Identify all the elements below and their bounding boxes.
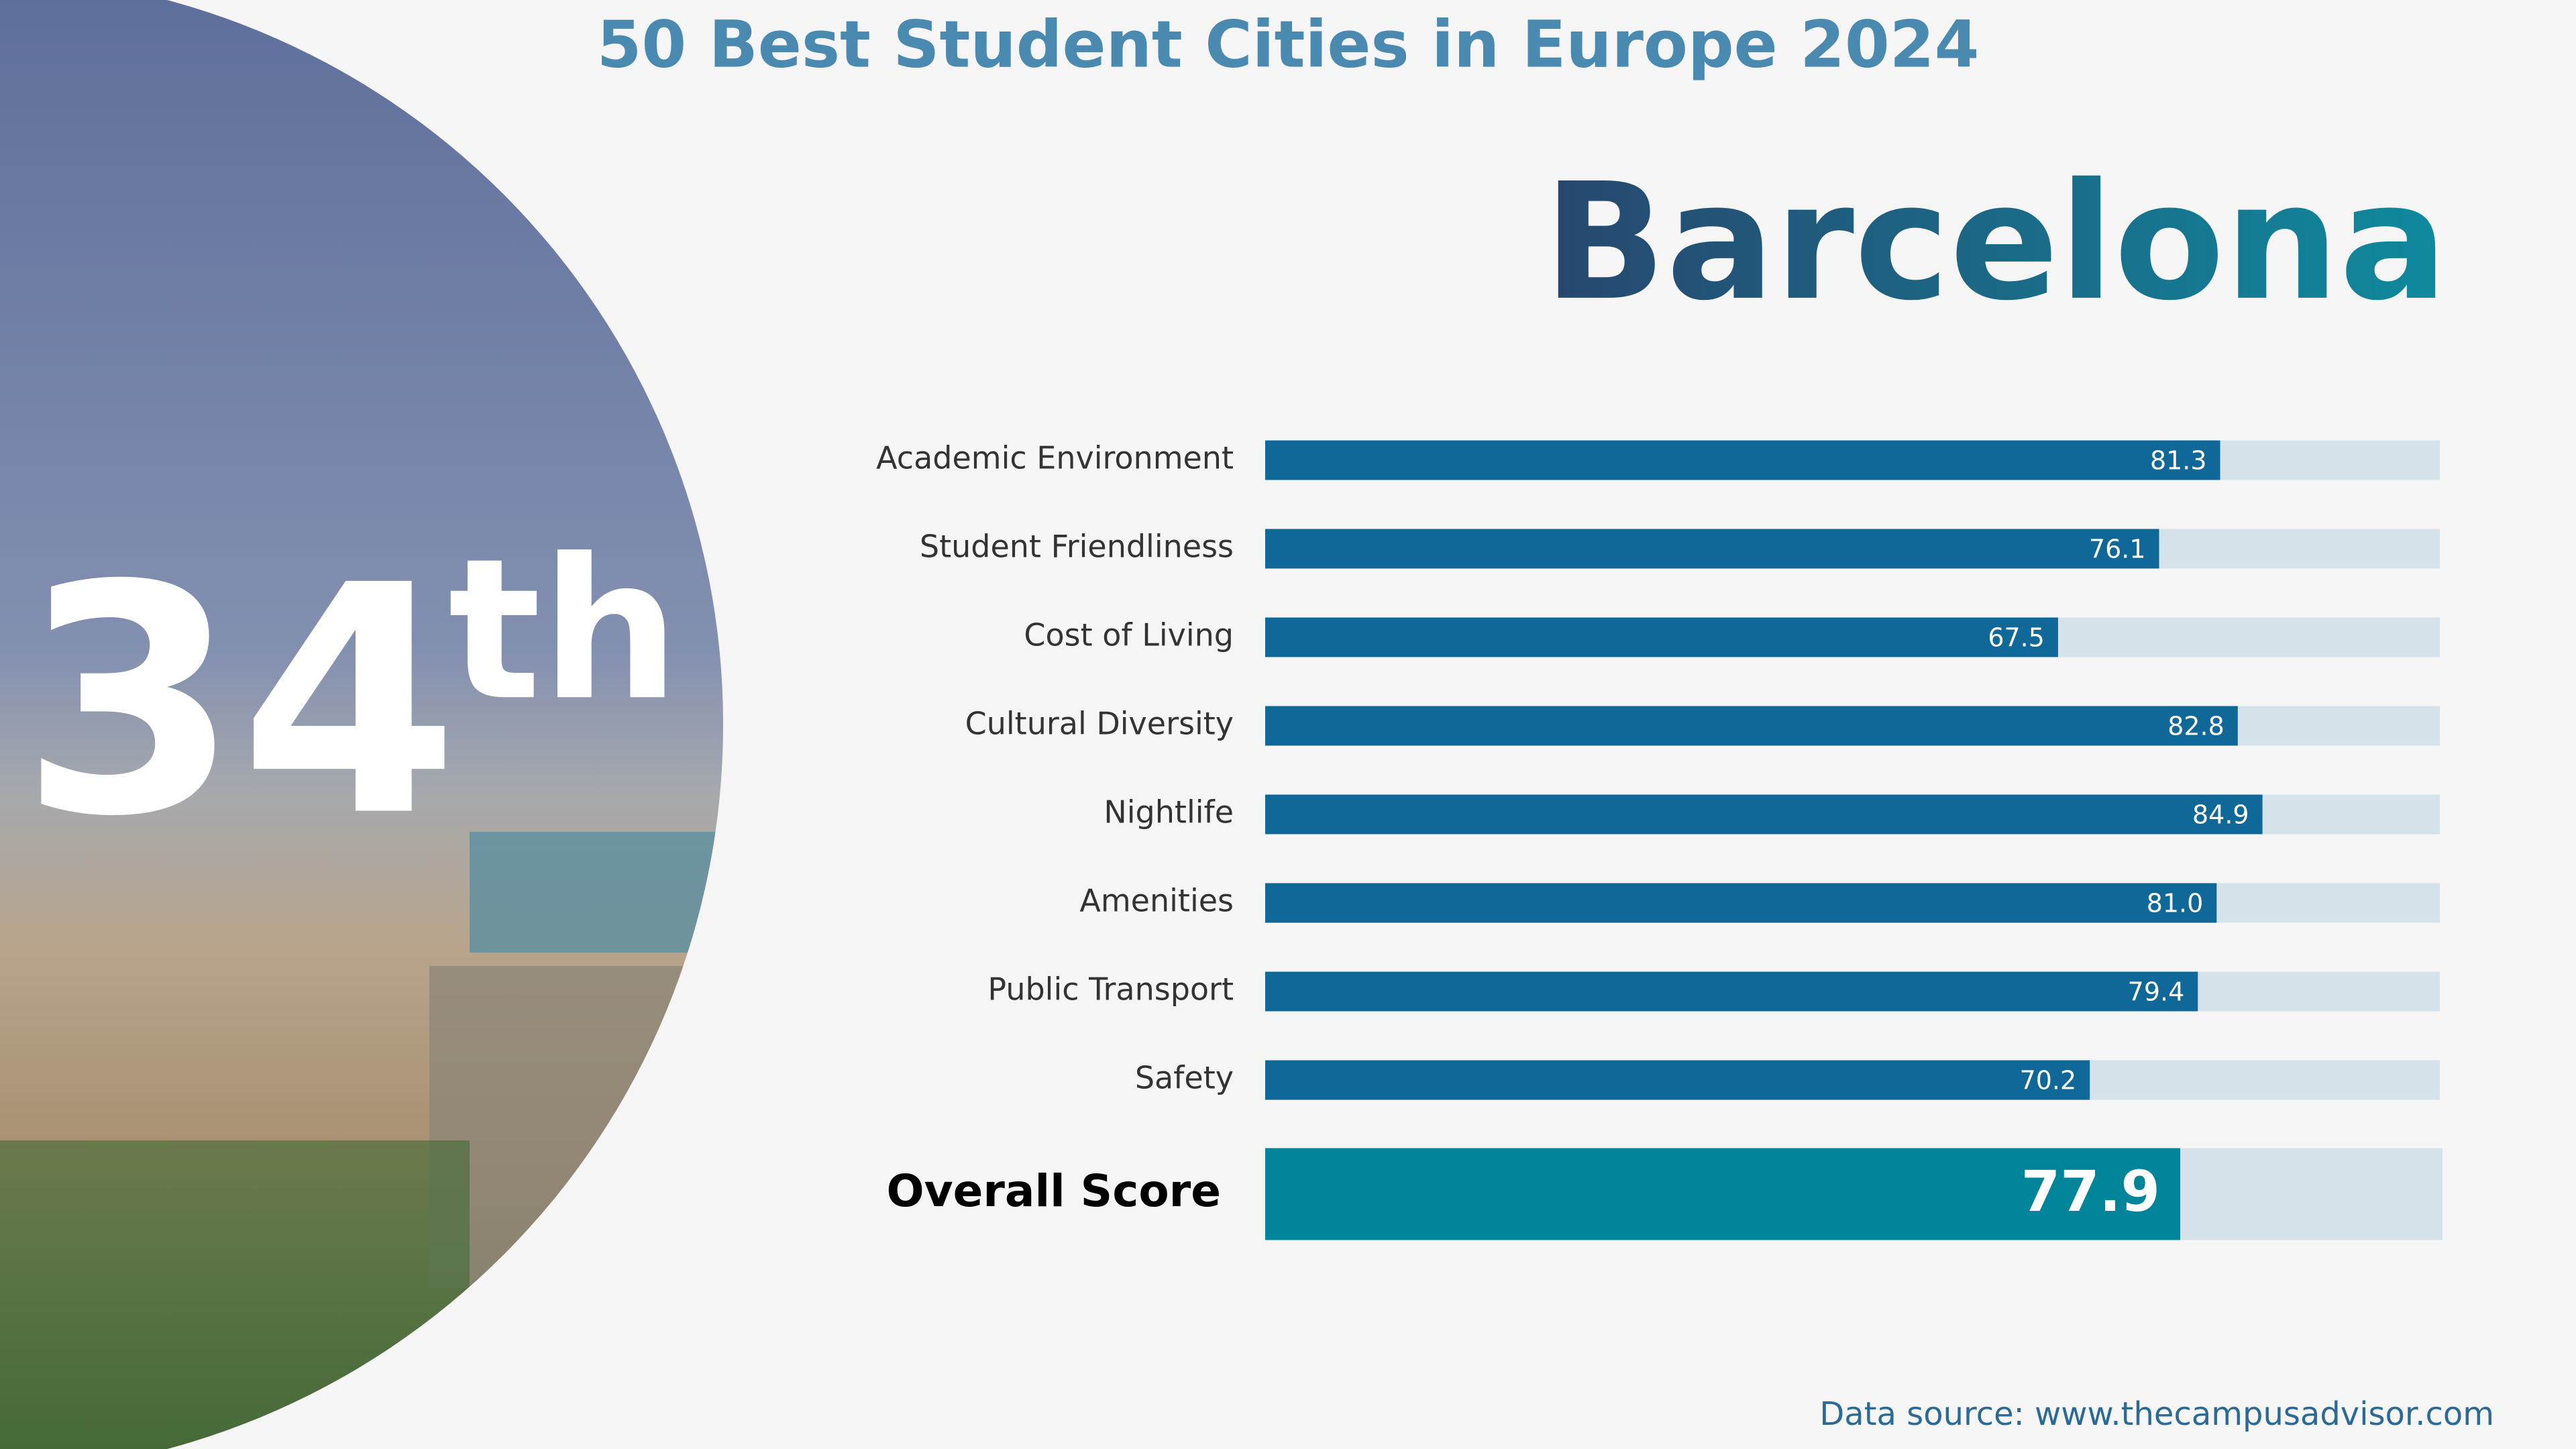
category-label: Academic Environment	[876, 440, 1234, 476]
value-label: 76.1	[2089, 535, 2146, 564]
overall-value-label: 77.9	[2021, 1159, 2160, 1224]
category-label: Student Friendliness	[920, 529, 1234, 565]
category-label: Public Transport	[987, 971, 1234, 1008]
value-label: 79.4	[2128, 977, 2185, 1007]
overall-bar	[1265, 1148, 2181, 1240]
rank: 34	[20, 519, 459, 885]
category-label: Amenities	[1079, 883, 1234, 919]
value-label: 84.9	[2192, 800, 2249, 830]
value-label: 81.0	[2147, 889, 2204, 918]
category-label: Cultural Diversity	[965, 706, 1234, 742]
overall-label: Overall Score	[886, 1165, 1221, 1217]
bar	[1265, 794, 2263, 835]
category-label: Cost of Living	[1024, 617, 1234, 653]
city-name: Barcelona	[1544, 148, 2448, 336]
category-label: Nightlife	[1104, 794, 1234, 830]
bar	[1265, 883, 2217, 923]
value-label: 81.3	[2150, 446, 2207, 476]
source: Data source: www.thecampusadvisor.com	[1819, 1395, 2494, 1433]
bar	[1265, 706, 2238, 746]
bar	[1265, 440, 2220, 480]
bar	[1265, 971, 2198, 1012]
rank-suffix: th	[448, 517, 680, 743]
bar	[1265, 617, 2058, 657]
value-label: 70.2	[2020, 1066, 2077, 1095]
title: 50 Best Student Cities in Europe 2024	[597, 7, 1980, 82]
category-label: Safety	[1135, 1060, 1234, 1096]
bar	[1265, 1060, 2090, 1100]
value-label: 67.5	[1988, 623, 2045, 653]
value-label: 82.8	[2167, 712, 2224, 741]
bar	[1265, 529, 2159, 569]
